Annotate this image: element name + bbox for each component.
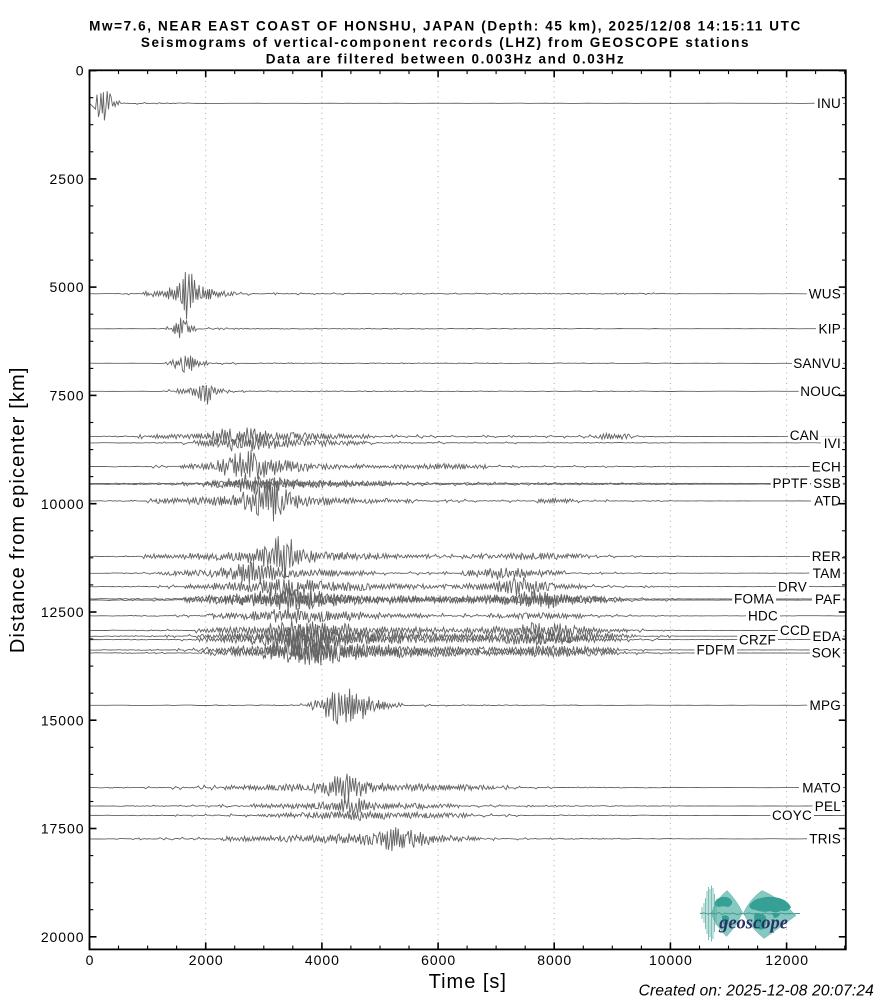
svg-text:COYC: COYC — [772, 808, 812, 823]
svg-text:Created on: 2025-12-08 20:07:2: Created on: 2025-12-08 20:07:24 — [639, 983, 875, 1000]
svg-text:5000: 5000 — [50, 279, 85, 295]
svg-text:NOUC: NOUC — [800, 384, 841, 399]
svg-text:MPG: MPG — [809, 698, 841, 713]
svg-text:20000: 20000 — [41, 929, 85, 945]
svg-text:10000: 10000 — [41, 496, 85, 512]
svg-text:7500: 7500 — [50, 388, 85, 404]
svg-text:12500: 12500 — [41, 604, 85, 620]
svg-text:CAN: CAN — [790, 428, 819, 443]
svg-text:Mw=7.6, NEAR EAST COAST OF HON: Mw=7.6, NEAR EAST COAST OF HONSHU, JAPAN… — [89, 19, 802, 34]
svg-text:CRZF: CRZF — [739, 632, 776, 647]
svg-text:TRIS: TRIS — [809, 832, 841, 847]
svg-text:Data are filtered between 0.00: Data are filtered between 0.003Hz and 0.… — [266, 52, 625, 67]
svg-text:TAM: TAM — [813, 566, 841, 581]
svg-text:MATO: MATO — [802, 780, 841, 795]
svg-text:IVI: IVI — [824, 436, 841, 451]
svg-text:INU: INU — [817, 96, 841, 111]
svg-text:SANVU: SANVU — [793, 356, 841, 371]
svg-text:FOMA: FOMA — [734, 592, 774, 607]
svg-text:0: 0 — [86, 952, 95, 968]
svg-text:10000: 10000 — [649, 952, 693, 968]
svg-text:0: 0 — [76, 63, 85, 79]
svg-text:CCD: CCD — [780, 623, 810, 638]
svg-text:RER: RER — [812, 549, 841, 564]
svg-text:6000: 6000 — [421, 952, 456, 968]
svg-text:ECH: ECH — [812, 459, 841, 474]
svg-text:SOK: SOK — [812, 646, 841, 661]
svg-text:PAF: PAF — [815, 592, 841, 607]
svg-text:Time [s]: Time [s] — [429, 971, 507, 993]
svg-text:geoscope: geoscope — [718, 914, 788, 934]
svg-text:PPTF: PPTF — [772, 476, 808, 491]
svg-text:4000: 4000 — [305, 952, 340, 968]
svg-text:PEL: PEL — [815, 799, 842, 814]
svg-text:WUS: WUS — [809, 287, 841, 302]
svg-text:2000: 2000 — [189, 952, 224, 968]
svg-text:ATD: ATD — [814, 494, 841, 509]
svg-text:Seismograms of vertical-compon: Seismograms of vertical-component record… — [141, 35, 750, 50]
svg-text:15000: 15000 — [41, 712, 85, 728]
svg-text:FDFM: FDFM — [697, 643, 736, 658]
svg-text:17500: 17500 — [41, 821, 85, 837]
svg-text:2500: 2500 — [50, 171, 85, 187]
svg-text:KIP: KIP — [818, 322, 841, 337]
svg-text:EDA: EDA — [812, 629, 841, 644]
svg-text:SSB: SSB — [813, 476, 841, 491]
svg-text:HDC: HDC — [748, 609, 778, 624]
svg-text:8000: 8000 — [537, 952, 572, 968]
svg-text:DRV: DRV — [778, 579, 807, 594]
svg-text:Distance from epicenter [km]: Distance from epicenter [km] — [7, 366, 29, 653]
svg-text:12000: 12000 — [765, 952, 809, 968]
